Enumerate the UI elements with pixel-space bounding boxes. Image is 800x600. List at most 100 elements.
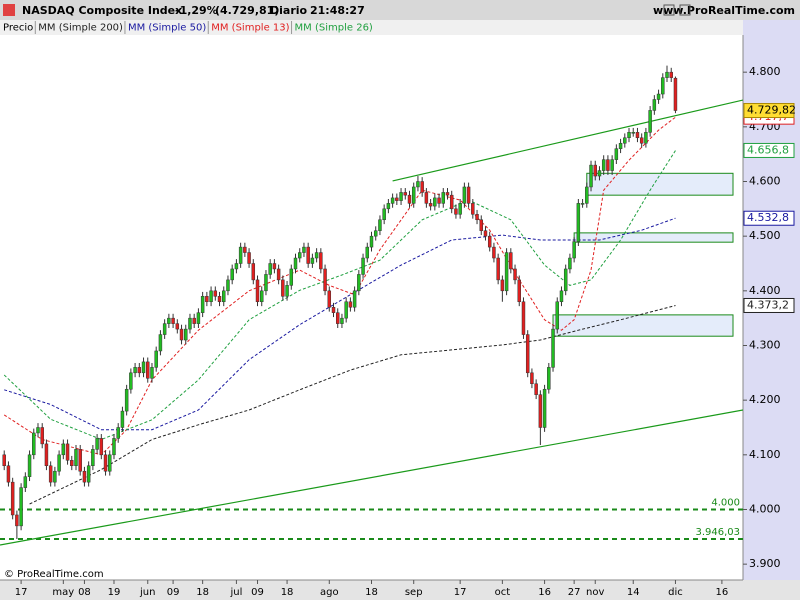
footer: © ProRealTime.com <box>4 569 104 580</box>
candle-body <box>6 465 11 483</box>
candle-body <box>462 186 467 204</box>
candle-body <box>10 481 15 516</box>
x-tick-label: nov <box>586 587 604 598</box>
moving-average <box>29 305 676 505</box>
candle-body <box>302 246 306 253</box>
candle-body <box>230 268 234 281</box>
candle-body <box>124 388 129 412</box>
candle-body <box>627 132 631 139</box>
candle-body <box>357 274 361 292</box>
x-tick-label: 19 <box>108 587 121 598</box>
candle-body <box>348 301 353 308</box>
candle-body <box>395 197 399 201</box>
plot <box>0 65 743 546</box>
header-period: Diario <box>270 4 308 17</box>
x-tick-label: 14 <box>627 587 640 598</box>
candle-body <box>352 290 357 308</box>
candle-body <box>272 263 277 270</box>
candle-body <box>276 268 281 281</box>
candle-body <box>568 257 572 270</box>
candle-body <box>445 192 450 196</box>
candle-body <box>631 132 635 134</box>
candle-body <box>158 334 163 352</box>
candle-body <box>420 181 424 193</box>
candle-body <box>188 317 192 330</box>
candle-body <box>247 252 251 264</box>
candle-body <box>538 394 543 428</box>
candle-body <box>386 203 391 210</box>
candle-body <box>65 443 70 461</box>
legend-bar <box>0 20 800 35</box>
x-tick-label: dic <box>668 587 683 598</box>
candle-body <box>399 192 403 201</box>
candle-body <box>614 148 619 160</box>
candle-body <box>48 465 53 483</box>
y-tick-label: 4.400 <box>749 284 781 297</box>
candle-body <box>209 290 213 303</box>
candle-body <box>441 192 445 204</box>
candle-body <box>580 203 585 205</box>
y-tick-label: 4.300 <box>749 338 781 351</box>
x-tick-label: ago <box>320 587 339 598</box>
candle-body <box>306 246 310 264</box>
candle-body <box>416 181 420 188</box>
candle-body <box>437 197 441 204</box>
x-tick-label: oct <box>495 587 511 598</box>
candle-body <box>500 279 505 292</box>
candle-body <box>15 514 19 527</box>
candle-body <box>652 99 657 111</box>
candle-body <box>137 367 142 374</box>
x-tick-label: 16 <box>716 587 729 598</box>
candle-body <box>40 427 44 445</box>
x-tick-label: sep <box>405 587 423 598</box>
candle-body <box>656 93 661 100</box>
candle-body <box>665 71 669 78</box>
candle-body <box>424 192 429 204</box>
candle-body <box>53 470 57 483</box>
candle-body <box>335 312 340 324</box>
candle-body <box>141 361 146 374</box>
candle-body <box>167 317 171 324</box>
price-tag <box>743 210 795 226</box>
candle-body <box>479 219 483 231</box>
candle-body <box>82 470 87 483</box>
candle-body <box>319 252 323 270</box>
header-title: NASDAQ Composite Index <box>22 4 182 17</box>
candle-body <box>644 132 648 144</box>
y-tick-label: 3.900 <box>749 557 781 570</box>
candle-body <box>2 454 6 467</box>
price-tag-label: 4.532,8 <box>747 211 789 224</box>
price-tag <box>743 297 795 313</box>
legend-entry: MM (Simple 50) <box>128 23 206 34</box>
x-tick-label: 08 <box>78 587 91 598</box>
candle-body <box>576 203 581 242</box>
x-tick-label: 17 <box>15 587 28 598</box>
zone <box>586 172 734 196</box>
x-tick-label: 18 <box>196 587 209 598</box>
candle-body <box>492 246 496 259</box>
candle-body <box>585 186 589 204</box>
time-axis <box>0 580 800 600</box>
candle-body <box>293 257 298 270</box>
candle-body <box>382 208 386 221</box>
candle-body <box>428 203 433 207</box>
x-tick-label: 09 <box>251 587 264 598</box>
level-label: 4.000 <box>711 497 740 508</box>
candle-body <box>260 290 264 303</box>
candle-body <box>572 241 576 259</box>
candle-body <box>285 285 289 297</box>
y-tick-label: 4.500 <box>749 229 781 242</box>
candle-body <box>213 290 218 297</box>
candle-body <box>454 208 458 215</box>
window-button[interactable] <box>663 4 675 16</box>
candle-body <box>601 159 606 171</box>
price-tag <box>743 142 795 158</box>
window-button[interactable] <box>679 4 691 16</box>
candle-body <box>458 203 462 215</box>
candle-body <box>521 301 526 335</box>
candle-body <box>171 317 175 324</box>
legend-entry: Precio <box>3 23 33 34</box>
candle-body <box>475 214 479 221</box>
price-tag-label: 4.729,82 <box>747 104 796 117</box>
